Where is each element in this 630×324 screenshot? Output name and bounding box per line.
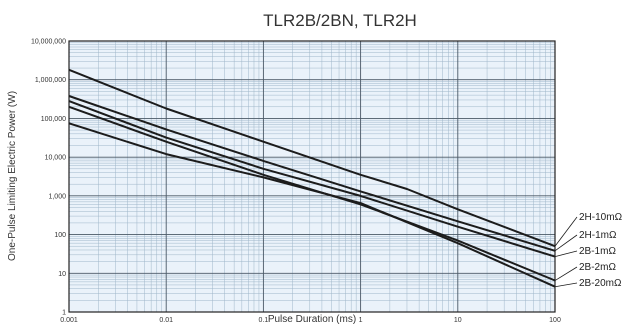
plot-frame — [68, 40, 556, 313]
series-label: 2H-10mΩ — [579, 212, 623, 223]
series-leader-line — [554, 234, 578, 252]
x-tick-label: 0.1 — [259, 317, 269, 324]
series-leader-line — [554, 250, 578, 257]
series-leader-line — [554, 282, 578, 288]
x-tick-label: 1 — [359, 317, 363, 324]
series-labels: 2H-10mΩ 2H-1mΩ 2B-1mΩ 2B-2mΩ 2B-20mΩ — [554, 212, 623, 289]
y-tick-label: 10,000,000 — [31, 39, 66, 46]
y-axis-label: One-Pulse Limiting Electric Power (W) — [7, 91, 18, 261]
y-tick-label: 100 — [54, 232, 66, 239]
series-label: 2B-1mΩ — [579, 246, 616, 257]
series-lines — [68, 68, 556, 288]
y-tick-label: 10 — [58, 271, 66, 278]
series-label: 2H-1mΩ — [579, 230, 617, 241]
x-tick-label: 0.01 — [159, 317, 173, 324]
series-line — [68, 68, 556, 248]
x-tick-label: 0.001 — [60, 317, 78, 324]
series-line — [68, 122, 556, 288]
series-leader-line — [554, 266, 578, 281]
x-tick-labels: 0.001 0.01 0.1 1 10 100 — [60, 317, 561, 324]
x-axis-label: Pulse Duration (ms) — [268, 314, 356, 324]
y-tick-labels: 1 10 100 1,000 10,000 100,000 1,000,000 10,000,… — [31, 39, 66, 317]
x-tick-label: 10 — [454, 317, 462, 324]
y-tick-label: 10,000 — [45, 155, 67, 162]
series-line — [68, 95, 556, 252]
series-leader-line — [554, 216, 578, 247]
y-tick-label: 1 — [62, 310, 66, 317]
y-tick-label: 100,000 — [41, 116, 66, 123]
y-tick-label: 1,000 — [48, 193, 66, 200]
series-line — [68, 100, 556, 258]
series-label: 2B-20mΩ — [579, 278, 622, 289]
y-tick-label: 1,000,000 — [35, 77, 66, 84]
series-label: 2B-2mΩ — [579, 262, 616, 273]
chart-title: TLR2B/2BN, TLR2H — [263, 11, 417, 30]
x-tick-label: 100 — [549, 317, 561, 324]
